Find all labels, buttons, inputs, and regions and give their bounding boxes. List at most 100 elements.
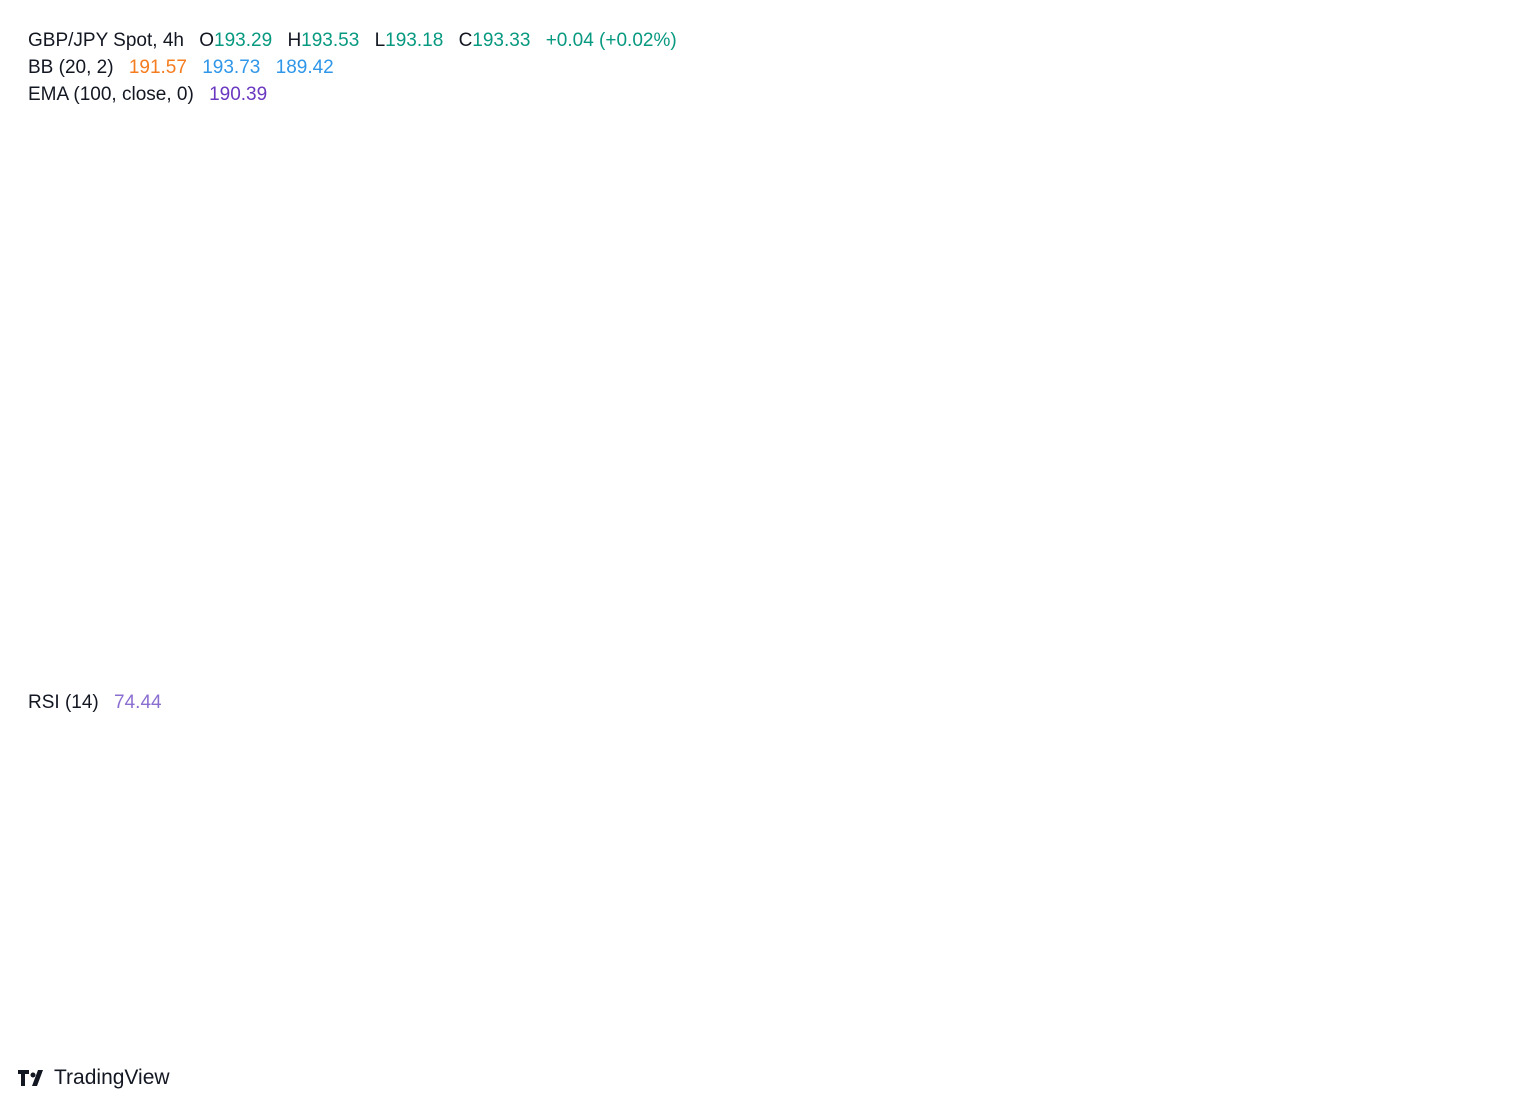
rsi-tick-label: 50.00: [1438, 850, 1486, 871]
candle-body: [1068, 302, 1082, 313]
candle-body: [1048, 302, 1062, 341]
price-tag: [1426, 70, 1512, 95]
candle-body: [351, 531, 365, 598]
time-tick-label: 22: [278, 1022, 299, 1043]
time-tick-label: 19: [139, 1022, 160, 1043]
candle-body: [252, 529, 266, 532]
candle-body: [73, 490, 87, 496]
candle-body: [988, 333, 1002, 346]
price-tick-label: 189.00: [1438, 475, 1496, 496]
rsi-line: [19, 707, 1294, 939]
legend-symbol-line: GBP/JPY Spot, 4h O193.29 H193.53 L193.18…: [28, 30, 677, 52]
candle-body: [192, 524, 206, 537]
time-tick-label: 29: [895, 1022, 916, 1043]
ema-line: [19, 364, 1294, 467]
price-tick-label: 192.00: [1438, 220, 1496, 241]
legend-bb-line: BB (20, 2) 191.57 193.73 189.42: [28, 57, 334, 79]
candle-body: [1287, 116, 1301, 121]
candle-body: [1008, 330, 1022, 335]
candle-body: [471, 475, 485, 536]
candle-body: [33, 496, 47, 499]
candle-body: [371, 500, 385, 532]
candle-body: [1227, 120, 1241, 135]
candle-body: [152, 483, 166, 524]
candle-body: [769, 287, 783, 299]
candle-body: [272, 523, 286, 531]
legend-rsi-line: RSI (14) 74.44: [28, 692, 162, 714]
candle-body: [1088, 312, 1102, 374]
open-value: 193.29: [214, 30, 273, 51]
ema-value: 190.39: [209, 84, 268, 105]
low-value: 193.18: [385, 30, 444, 51]
time-tick-label: 3: [1378, 1022, 1389, 1043]
close-label: C: [458, 30, 473, 51]
candle-body: [829, 292, 843, 306]
price-tag: [1426, 353, 1512, 378]
rsi-tick-label: 70.00: [1438, 729, 1486, 750]
rsi-tag: [1426, 699, 1500, 724]
candle-body: [630, 366, 644, 374]
candle-body: [570, 420, 584, 442]
candle-body: [13, 495, 27, 498]
price-tick-label: 187.00: [1438, 644, 1496, 665]
candle-body: [212, 513, 226, 525]
price-tag-label: 189.42: [1440, 439, 1498, 460]
high-value: 193.53: [301, 30, 360, 51]
candle-body: [232, 514, 246, 530]
rsi-tick-label: 80.00: [1438, 669, 1486, 690]
candle-body: [53, 495, 67, 498]
candle-body: [172, 521, 186, 537]
rsi-label: RSI (14): [28, 692, 99, 713]
candle-body: [491, 375, 505, 479]
candle-body: [928, 303, 942, 312]
candle-body: [312, 559, 325, 586]
bb-upper-value: 193.73: [202, 57, 261, 78]
rsi-value: 74.44: [114, 692, 162, 713]
candle-body: [590, 417, 604, 423]
candle-body: [1127, 352, 1141, 357]
candle-body: [849, 291, 863, 303]
rsi-tag-label: 74.44: [1439, 703, 1487, 724]
price-tick-label: 191.00: [1438, 305, 1496, 326]
chart-canvas[interactable]: 187.00 188.00 189.00 190.00 191.00 192.00 193.…: [0, 0, 1536, 1060]
tradingview-logo: TradingView: [18, 1066, 170, 1090]
price-tag-label: 191.57: [1440, 257, 1498, 278]
candle-body: [1167, 220, 1181, 304]
candle-body: [1108, 354, 1121, 374]
tradingview-logo-icon: [18, 1070, 43, 1086]
candle-body: [670, 324, 684, 340]
bb-fill: [20, 82, 1294, 618]
candle-body: [530, 403, 544, 437]
candle-body: [610, 373, 624, 420]
price-tag: [1426, 253, 1512, 278]
candle-body: [511, 375, 524, 397]
candle-body: [331, 592, 345, 598]
candle-body: [451, 502, 465, 536]
rsi-tick-label: 60.00: [1438, 790, 1486, 811]
price-tick-label: 190.00: [1438, 390, 1496, 411]
candle-body: [749, 276, 763, 289]
candle-body: [1187, 187, 1201, 226]
rsi-band-fill: [16, 738, 1425, 980]
change-value: +0.04 (+0.02%): [545, 30, 677, 51]
bb-mid-line: [19, 247, 1295, 525]
price-tick-label: 193.00: [1438, 136, 1496, 157]
candle-body: [132, 483, 146, 491]
time-tick-label: 26: [756, 1022, 777, 1043]
time-tick-label: 24: [517, 1022, 539, 1043]
candle-body: [93, 489, 107, 498]
candle-body: [292, 526, 306, 557]
candle-body: [789, 297, 803, 321]
symbol-label: GBP/JPY Spot, 4h: [28, 30, 184, 51]
candle-body: [909, 312, 922, 315]
price-tag-label: 193.73: [1440, 74, 1498, 95]
brand-name: TradingView: [54, 1066, 170, 1089]
price-tag: [1426, 435, 1512, 460]
time-tick-label: May: [1126, 1022, 1163, 1043]
candle-body: [391, 447, 405, 501]
bb-lower-line: [19, 332, 1294, 619]
price-tag-label: 193.33: [1440, 108, 1498, 129]
candle-body: [550, 436, 564, 442]
candle-body: [869, 305, 883, 316]
chart-frame: [15, 15, 1521, 1052]
